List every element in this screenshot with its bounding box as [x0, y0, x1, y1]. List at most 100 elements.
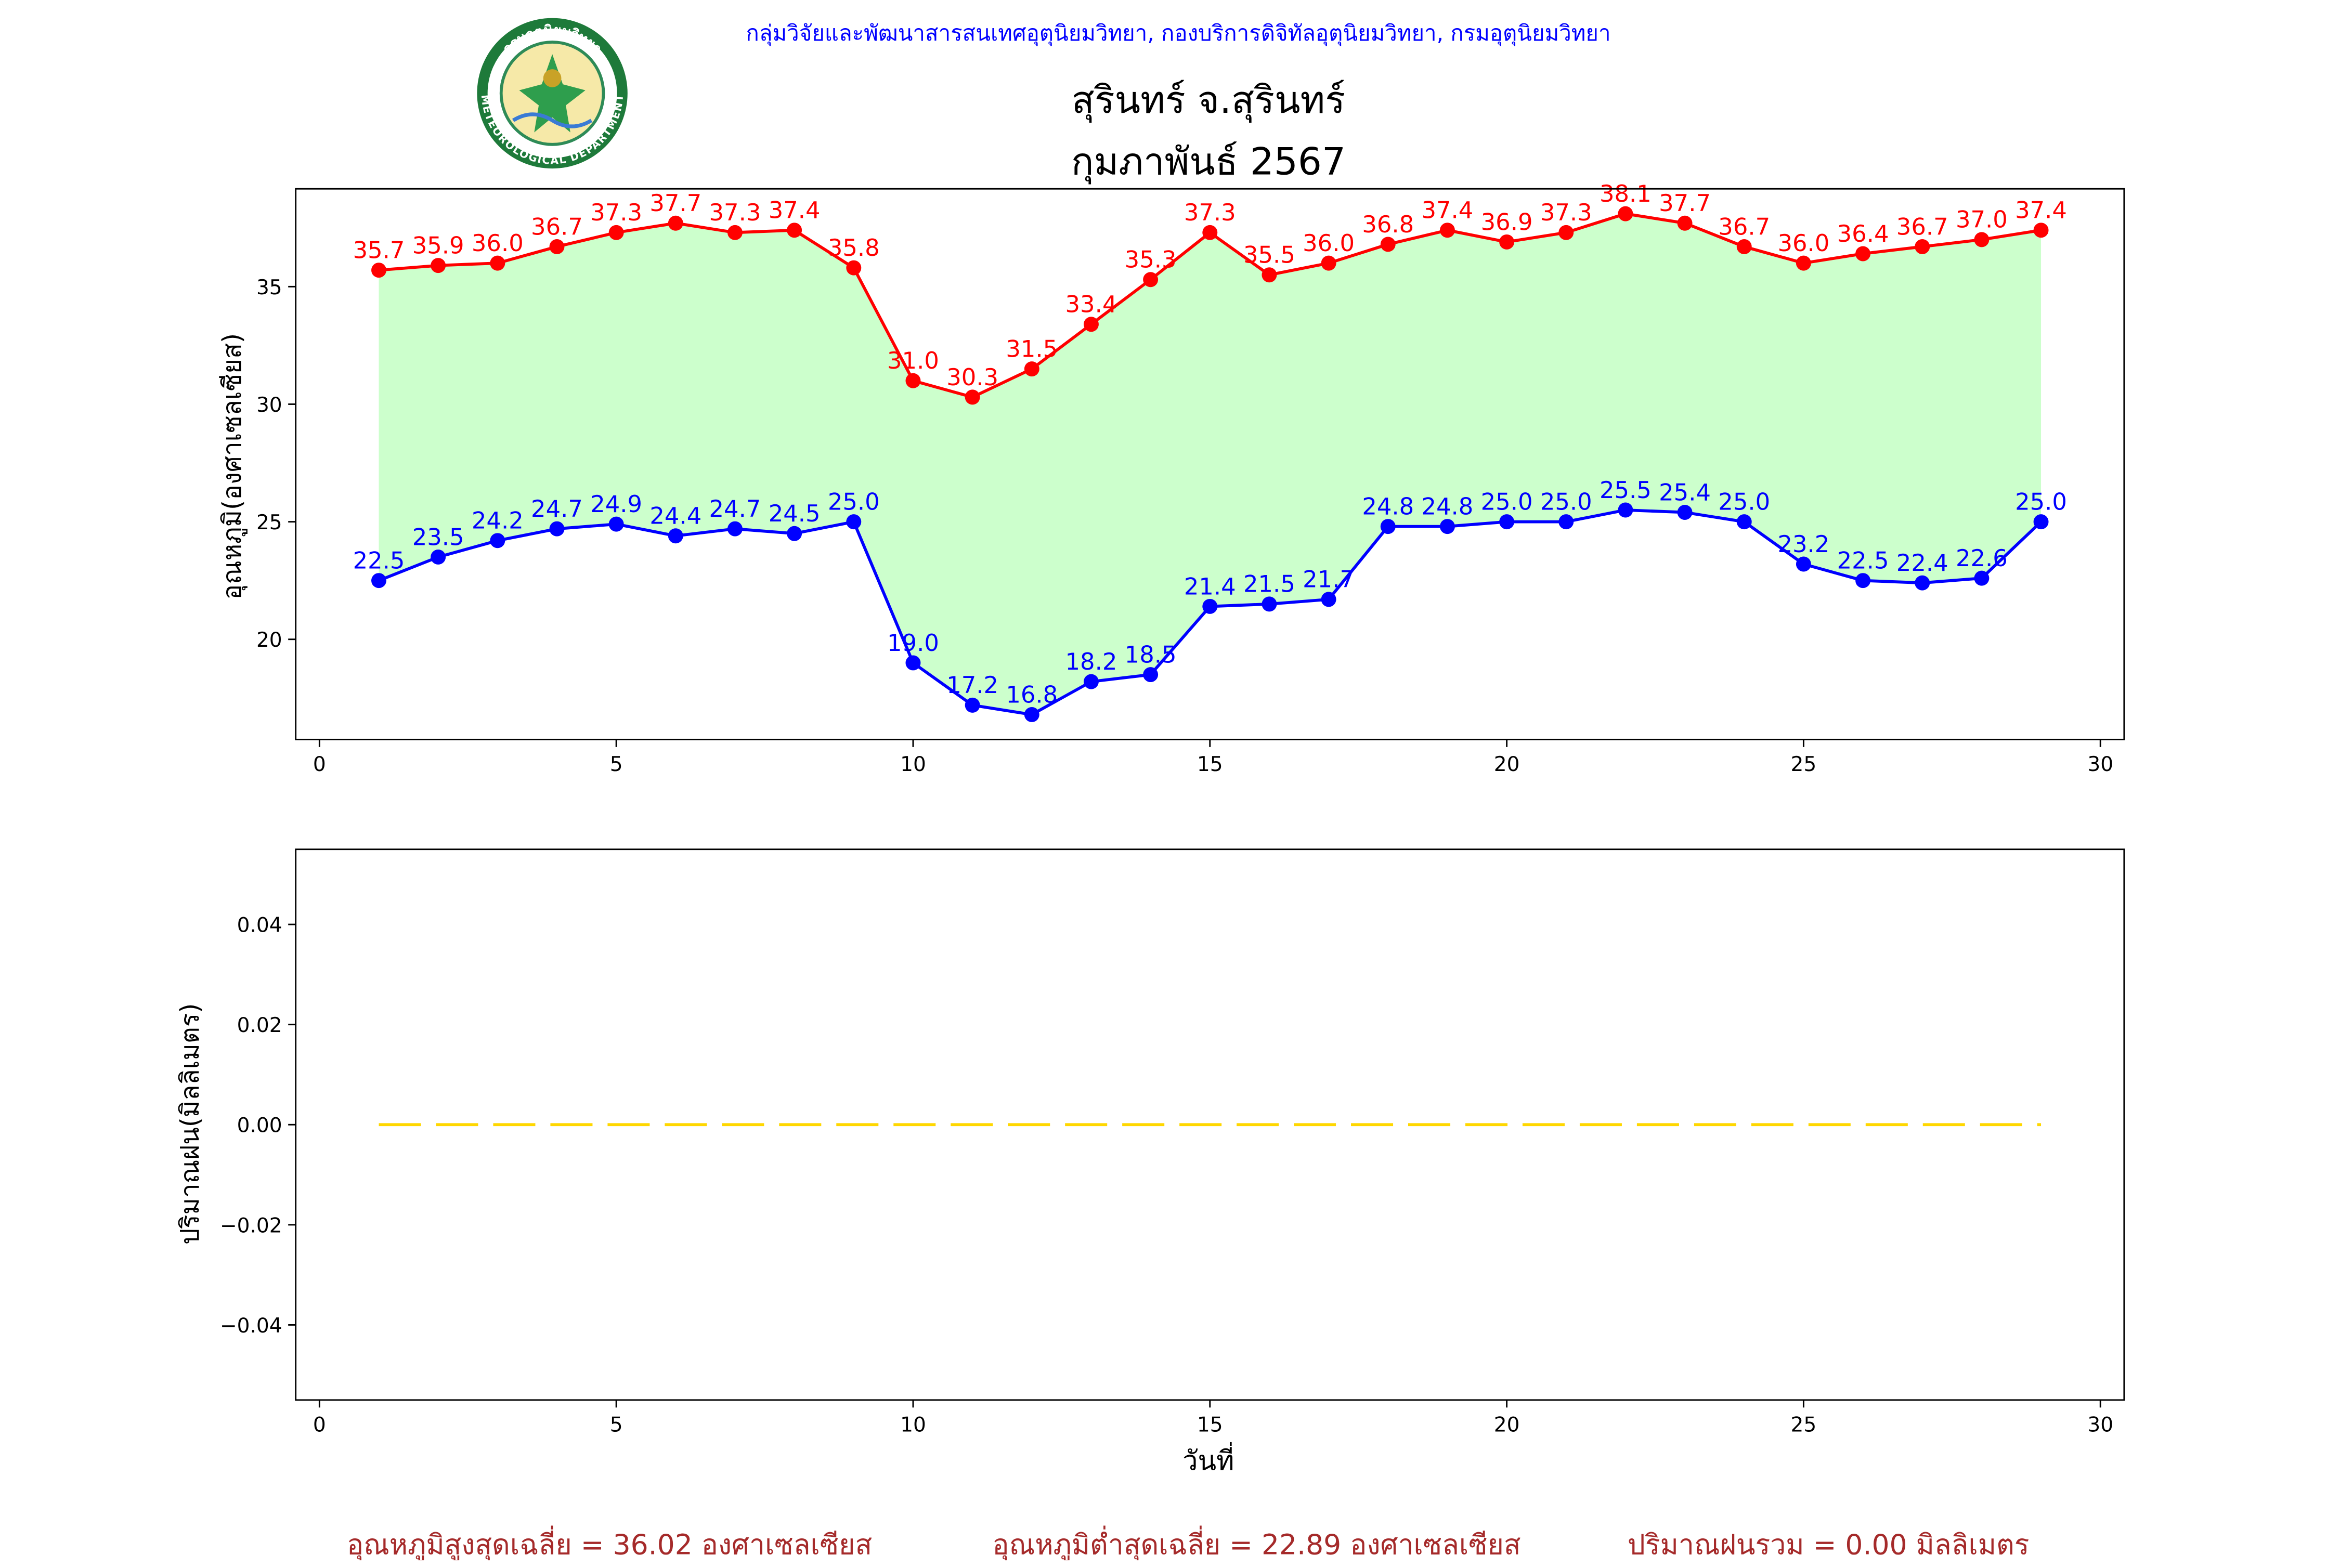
x-tick-label: 5: [610, 1414, 623, 1437]
data-label-max: 30.3: [946, 363, 998, 391]
period-title: กุมภาพันธ์ 2567: [1071, 140, 1346, 185]
data-label-max: 33.4: [1065, 291, 1117, 318]
data-point-min: [727, 521, 743, 537]
data-label-max: 36.0: [1777, 229, 1829, 257]
y-tick-label: −0.04: [220, 1314, 282, 1338]
data-label-max: 36.7: [1896, 213, 1948, 240]
x-tick-label: 5: [610, 753, 623, 776]
data-label-max: 37.7: [1659, 189, 1711, 217]
data-label-min: 24.8: [1421, 492, 1473, 520]
data-point-max: [1558, 225, 1574, 240]
rainfall-ylabel: ปริมาณฝน(มิลลิเมตร): [175, 1003, 205, 1245]
data-point-max: [1915, 239, 1930, 254]
x-tick-label: 10: [900, 753, 926, 776]
data-label-min: 24.8: [1362, 492, 1414, 520]
data-point-min: [1024, 707, 1039, 722]
summary-total-rain: ปริมาณฝนรวม = 0.00 มิลลิเมตร: [1628, 1528, 2030, 1561]
data-point-max: [1202, 225, 1218, 240]
x-tick-label: 25: [1791, 753, 1817, 776]
data-point-min: [1736, 514, 1752, 530]
data-label-min: 24.7: [531, 495, 583, 522]
data-point-min: [965, 697, 980, 713]
rainfall-xlabel: วันที่: [1182, 1442, 1234, 1476]
data-point-min: [1439, 519, 1455, 534]
data-label-min: 24.4: [649, 502, 701, 530]
data-point-max: [668, 215, 683, 231]
data-label-min: 22.5: [1837, 547, 1889, 574]
data-label-min: 25.5: [1600, 476, 1652, 504]
y-tick-label: −0.02: [220, 1214, 282, 1237]
data-label-max: 36.9: [1481, 208, 1533, 236]
data-label-min: 23.5: [412, 523, 464, 551]
summary-avg-min: อุณหภูมิต่ำสุดเฉลี่ย = 22.89 องศาเซลเซีย…: [992, 1526, 1520, 1561]
data-label-max: 35.5: [1243, 241, 1295, 269]
data-label-min: 25.0: [1540, 488, 1592, 515]
data-point-max: [905, 373, 921, 388]
data-point-min: [787, 526, 802, 541]
data-point-min: [1915, 575, 1930, 591]
data-point-max: [1143, 272, 1159, 288]
data-point-max: [1380, 237, 1396, 252]
data-label-max: 36.7: [1718, 213, 1770, 240]
data-point-max: [1974, 232, 1990, 247]
data-point-min: [1143, 667, 1159, 683]
data-label-max: 36.4: [1837, 220, 1889, 247]
data-point-max: [965, 389, 980, 405]
data-label-max: 36.0: [472, 229, 524, 257]
data-label-max: 35.9: [412, 231, 464, 259]
y-tick-label: 25: [256, 511, 282, 534]
temperature-ylabel: อุณหภูมิ(องศาเซลเซียส): [217, 333, 248, 600]
data-label-min: 21.4: [1184, 572, 1236, 600]
data-point-min: [2033, 514, 2049, 530]
data-label-max: 35.3: [1125, 246, 1177, 273]
x-tick-label: 30: [2087, 1414, 2113, 1437]
data-point-max: [1439, 223, 1455, 238]
crown-icon: [543, 69, 562, 87]
x-tick-label: 20: [1494, 1414, 1520, 1437]
data-point-min: [549, 521, 565, 537]
data-point-min: [1083, 674, 1099, 689]
data-label-max: 37.3: [709, 199, 761, 226]
data-label-min: 23.2: [1777, 530, 1829, 558]
data-point-max: [431, 258, 446, 273]
rainfall-plot-area: 0 5 10 15 20 25 30 −0.04 −0.02 0.00 0.02 0.04: [220, 914, 2113, 1437]
temperature-axes-frame: [295, 188, 2125, 740]
x-tick-label: 10: [900, 1414, 926, 1437]
data-label-max: 37.3: [1540, 199, 1592, 226]
x-tick-label: 0: [313, 753, 326, 776]
data-point-min: [1855, 573, 1871, 589]
data-point-max: [2033, 223, 2049, 238]
data-label-max: 35.8: [828, 234, 880, 262]
data-point-min: [905, 655, 921, 671]
data-label-min: 22.6: [1956, 544, 2008, 572]
data-point-min: [490, 533, 505, 548]
data-label-min: 21.7: [1303, 566, 1355, 593]
data-point-max: [727, 225, 743, 240]
data-point-min: [846, 514, 862, 530]
data-point-max: [1262, 267, 1277, 283]
data-point-max: [1618, 206, 1633, 221]
deity-figure-icon: [519, 54, 586, 133]
y-tick-label: 0.00: [237, 1114, 282, 1138]
data-label-max: 31.5: [1006, 335, 1058, 362]
data-label-min: 22.5: [353, 547, 405, 574]
summary-avg-max: อุณหภูมิสูงสุดเฉลี่ย = 36.02 องศาเซลเซีย…: [347, 1526, 872, 1561]
station-title: สุรินทร์ จ.สุรินทร์: [1072, 79, 1345, 123]
data-point-max: [1321, 255, 1336, 271]
data-point-max: [549, 239, 565, 254]
meteorological-department-logo: กรมอุตุนิยมวิทยา METEOROLOGICAL DEPARTME…: [477, 18, 628, 169]
department-credit: กลุ่มวิจัยและพัฒนาสารสนเทศอุตุนิยมวิทยา,…: [746, 20, 1610, 46]
data-label-max: 31.0: [887, 347, 939, 374]
y-tick-label: 0.02: [237, 1014, 282, 1037]
temperature-chart: อุณหภูมิ(องศาเซลเซียส) 0 5 10 15 20 25 30 20 25 3…: [217, 180, 2125, 776]
data-point-min: [608, 516, 624, 532]
data-point-min: [1380, 519, 1396, 534]
data-label-max: 37.4: [769, 197, 821, 224]
temperature-plot-area: 0 5 10 15 20 25 30 20 25 30 35 35.7 35.9 36.0 36.7 37.3…: [256, 180, 2113, 776]
data-point-min: [1677, 505, 1693, 520]
data-label-min: 24.9: [590, 490, 642, 518]
data-label-min: 24.2: [472, 507, 524, 534]
data-label-min: 25.0: [2015, 488, 2067, 515]
x-tick-label: 15: [1197, 1414, 1223, 1437]
data-label-max: 38.1: [1600, 180, 1652, 207]
